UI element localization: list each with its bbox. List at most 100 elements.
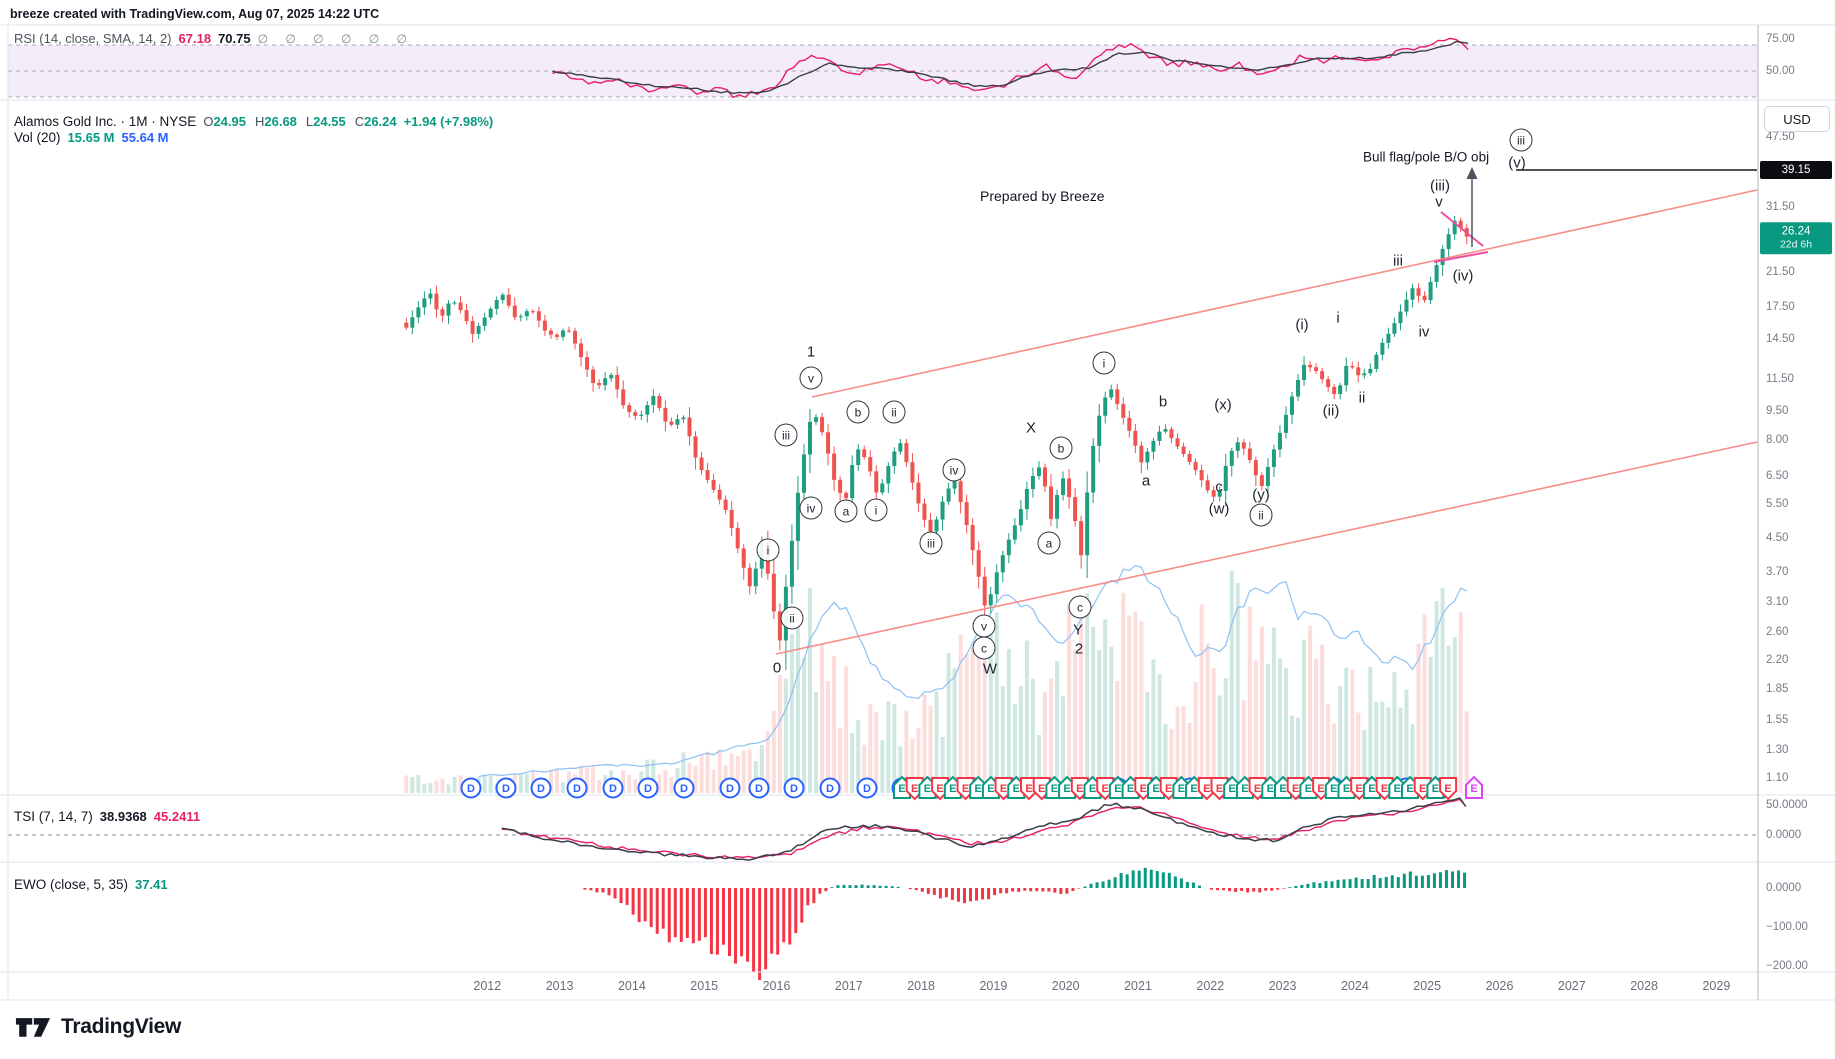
price-axis-label[interactable]: 5.50 bbox=[1766, 498, 1789, 511]
wave-label-iv[interactable]: (iv) bbox=[1452, 267, 1474, 285]
price-axis-label[interactable]: 4.50 bbox=[1766, 532, 1789, 545]
tradingview-brand-text[interactable]: TradingView bbox=[61, 1015, 182, 1038]
ewo-axis-label[interactable]: 0.0000 bbox=[1766, 882, 1802, 894]
time-axis-year[interactable]: 2018 bbox=[907, 979, 935, 993]
price-axis-label[interactable]: 31.50 bbox=[1766, 201, 1795, 213]
price-axis-label[interactable]: 2.60 bbox=[1766, 625, 1789, 638]
price-axis-label[interactable]: 1.85 bbox=[1766, 683, 1789, 696]
price-axis-label[interactable]: 1.10 bbox=[1766, 771, 1789, 784]
rsi-axis-label[interactable]: 50.00 bbox=[1766, 65, 1795, 77]
time-axis-year[interactable]: 2025 bbox=[1413, 979, 1442, 993]
wave-circle-label-ii[interactable]: ii bbox=[1249, 503, 1273, 527]
tsi-legend[interactable]: TSI (7, 14, 7) 38.9368 45.2411 bbox=[14, 809, 200, 824]
price-axis-label[interactable]: 9.50 bbox=[1766, 405, 1789, 418]
price-axis-label[interactable]: 3.70 bbox=[1766, 565, 1789, 578]
wave-circle-label-iv[interactable]: iv bbox=[799, 496, 823, 520]
tsi-axis-label[interactable]: 50.0000 bbox=[1766, 799, 1808, 811]
wave-circle-label-c[interactable]: c bbox=[1068, 595, 1092, 619]
wave-label-0[interactable]: 0 bbox=[772, 659, 782, 677]
wave-label-X[interactable]: X bbox=[1025, 419, 1037, 437]
rsi-axis-label[interactable]: 75.00 bbox=[1766, 32, 1795, 45]
price-axis-label[interactable]: 17.50 bbox=[1766, 301, 1795, 314]
wave-circle-label-a[interactable]: a bbox=[834, 499, 858, 523]
wave-circle-label-ii[interactable]: ii bbox=[882, 400, 906, 424]
price-axis-label[interactable]: 1.55 bbox=[1766, 713, 1789, 726]
time-axis-year[interactable]: 2029 bbox=[1702, 979, 1731, 993]
time-axis-year[interactable]: 2016 bbox=[762, 979, 791, 993]
wave-label-ii[interactable]: ii bbox=[1358, 389, 1366, 407]
time-axis-year[interactable]: 2026 bbox=[1485, 979, 1514, 993]
last-price-badge[interactable]: 26.24 22d 6h bbox=[1760, 222, 1832, 254]
price-axis-label[interactable]: 21.50 bbox=[1766, 266, 1795, 279]
wave-circle-label-i[interactable]: i bbox=[756, 538, 780, 562]
time-axis-year[interactable]: 2013 bbox=[545, 979, 574, 993]
symbol-title[interactable]: Alamos Gold Inc. · 1M · NYSE bbox=[14, 114, 197, 129]
time-axis-year[interactable]: 2027 bbox=[1557, 979, 1586, 993]
wave-circle-label-iii[interactable]: iii bbox=[1509, 128, 1533, 152]
price-axis-label[interactable]: 2.20 bbox=[1766, 654, 1789, 666]
wave-label-v[interactable]: (v) bbox=[1508, 154, 1526, 172]
time-axis-year[interactable]: 2020 bbox=[1051, 979, 1080, 993]
wave-circle-label-iii[interactable]: iii bbox=[919, 531, 943, 555]
wave-circle-label-iv[interactable]: iv bbox=[942, 458, 966, 482]
wave-label-a[interactable]: a bbox=[1141, 472, 1151, 490]
wave-circle-label-i[interactable]: i bbox=[864, 498, 888, 522]
wave-label-ii[interactable]: (ii) bbox=[1322, 402, 1340, 420]
time-axis-year[interactable]: 2024 bbox=[1340, 979, 1369, 993]
wave-label-W[interactable]: W bbox=[982, 660, 998, 678]
ewo-axis-label[interactable]: −100.00 bbox=[1766, 921, 1808, 933]
wave-label-v[interactable]: v bbox=[1435, 193, 1443, 211]
wave-label-Y[interactable]: Y bbox=[1072, 621, 1084, 639]
wave-label-y[interactable]: (y) bbox=[1252, 486, 1270, 504]
time-axis-year[interactable]: 2021 bbox=[1124, 979, 1152, 993]
ewo-axis-label[interactable]: −200.00 bbox=[1766, 960, 1808, 972]
tsi-axis-label[interactable]: 0.0000 bbox=[1766, 829, 1802, 841]
wave-label-1[interactable]: 1 bbox=[806, 343, 816, 361]
wave-circle-label-iii[interactable]: iii bbox=[774, 423, 798, 447]
wave-label-2[interactable]: 2 bbox=[1074, 640, 1084, 658]
wave-label-iv[interactable]: iv bbox=[1418, 323, 1430, 341]
wave-label-iii[interactable]: iii bbox=[1393, 252, 1403, 270]
wave-label-iii[interactable]: (iii) bbox=[1430, 177, 1450, 195]
symbol-legend[interactable]: Alamos Gold Inc. · 1M · NYSE O24.95 H26.6… bbox=[14, 114, 493, 129]
time-axis-year[interactable]: 2028 bbox=[1630, 979, 1658, 993]
price-axis-label[interactable]: 14.50 bbox=[1766, 333, 1795, 346]
wave-circle-label-b[interactable]: b bbox=[846, 400, 870, 424]
wave-circle-label-a[interactable]: a bbox=[1037, 531, 1061, 555]
wave-label-w[interactable]: (w) bbox=[1208, 500, 1230, 518]
time-axis-year[interactable]: 2015 bbox=[690, 979, 719, 993]
time-axis-year[interactable]: 2012 bbox=[473, 979, 502, 993]
price-axis-label[interactable]: 6.50 bbox=[1766, 469, 1789, 482]
price-axis-label[interactable]: 3.10 bbox=[1766, 595, 1789, 608]
target-price-badge[interactable]: 39.15 bbox=[1760, 161, 1832, 179]
prepared-by-note[interactable]: Prepared by Breeze bbox=[980, 188, 1105, 204]
time-axis-year[interactable]: 2019 bbox=[979, 979, 1008, 993]
time-axis-year[interactable]: 2017 bbox=[834, 979, 863, 993]
volume-legend[interactable]: Vol (20) 15.65 M 55.64 M bbox=[14, 130, 169, 145]
price-axis-label[interactable]: 1.30 bbox=[1766, 743, 1789, 756]
ewo-legend[interactable]: EWO (close, 5, 35) 37.41 bbox=[14, 877, 168, 892]
price-axis-label[interactable]: 11.50 bbox=[1766, 372, 1794, 385]
bull-flag-note[interactable]: Bull flag/pole B/O obj bbox=[1363, 149, 1490, 165]
price-axis-label[interactable]: 47.50 bbox=[1766, 131, 1795, 144]
price-axis-label[interactable]: 8.00 bbox=[1766, 434, 1789, 447]
candle-body bbox=[699, 457, 704, 471]
wave-label-i[interactable]: i bbox=[1336, 309, 1340, 327]
rsi-legend[interactable]: RSI (14, close, SMA, 14, 2) 67.18 70.75 … bbox=[14, 31, 414, 46]
wave-circle-label-ii[interactable]: ii bbox=[780, 606, 804, 630]
currency-button[interactable]: USD bbox=[1764, 106, 1830, 132]
wave-circle-label-v[interactable]: v bbox=[799, 366, 823, 390]
time-axis-year[interactable]: 2022 bbox=[1196, 979, 1225, 993]
time-axis-year[interactable]: 2023 bbox=[1268, 979, 1297, 993]
tradingview-logo-icon[interactable] bbox=[14, 1014, 52, 1040]
wave-label-x[interactable]: (x) bbox=[1214, 396, 1232, 414]
wave-label-i[interactable]: (i) bbox=[1295, 316, 1309, 334]
wave-label-b[interactable]: b bbox=[1158, 393, 1168, 411]
time-axis-year[interactable]: 2014 bbox=[617, 979, 646, 993]
wave-circle-label-b[interactable]: b bbox=[1049, 436, 1073, 460]
wave-circle-label-c[interactable]: c bbox=[972, 636, 996, 660]
wave-circle-label-i[interactable]: i bbox=[1092, 351, 1116, 375]
wave-circle-label-v[interactable]: v bbox=[972, 614, 996, 638]
wave-label-c[interactable]: c bbox=[1215, 478, 1223, 496]
